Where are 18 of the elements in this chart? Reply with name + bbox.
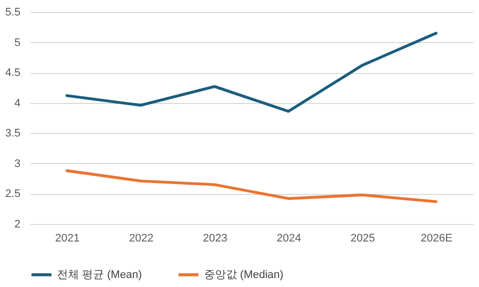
y-tick-label: 3 xyxy=(14,158,20,170)
x-tick-label: 2026E xyxy=(420,232,452,244)
legend-label: 전체 평균 (Mean) xyxy=(57,268,142,281)
x-tick-label: 2022 xyxy=(129,232,154,244)
y-tick-label: 2.5 xyxy=(5,188,20,200)
y-tick-label: 3.5 xyxy=(5,128,20,140)
x-tick-label: 2024 xyxy=(276,232,302,244)
y-tick-label: 4 xyxy=(14,97,20,110)
y-tick-label: 5 xyxy=(14,36,20,49)
legend-label: 중앙값 (Median) xyxy=(204,268,284,281)
x-tick-label: 2021 xyxy=(55,232,80,244)
line-series xyxy=(66,32,438,113)
line-series xyxy=(66,169,438,203)
y-tick-label: 4.5 xyxy=(5,67,20,80)
x-tick-label: 2023 xyxy=(202,232,228,244)
x-tick-label: 2025 xyxy=(350,232,375,244)
y-tick-label: 2 xyxy=(14,218,20,230)
y-tick-label: 5.5 xyxy=(5,6,20,18)
